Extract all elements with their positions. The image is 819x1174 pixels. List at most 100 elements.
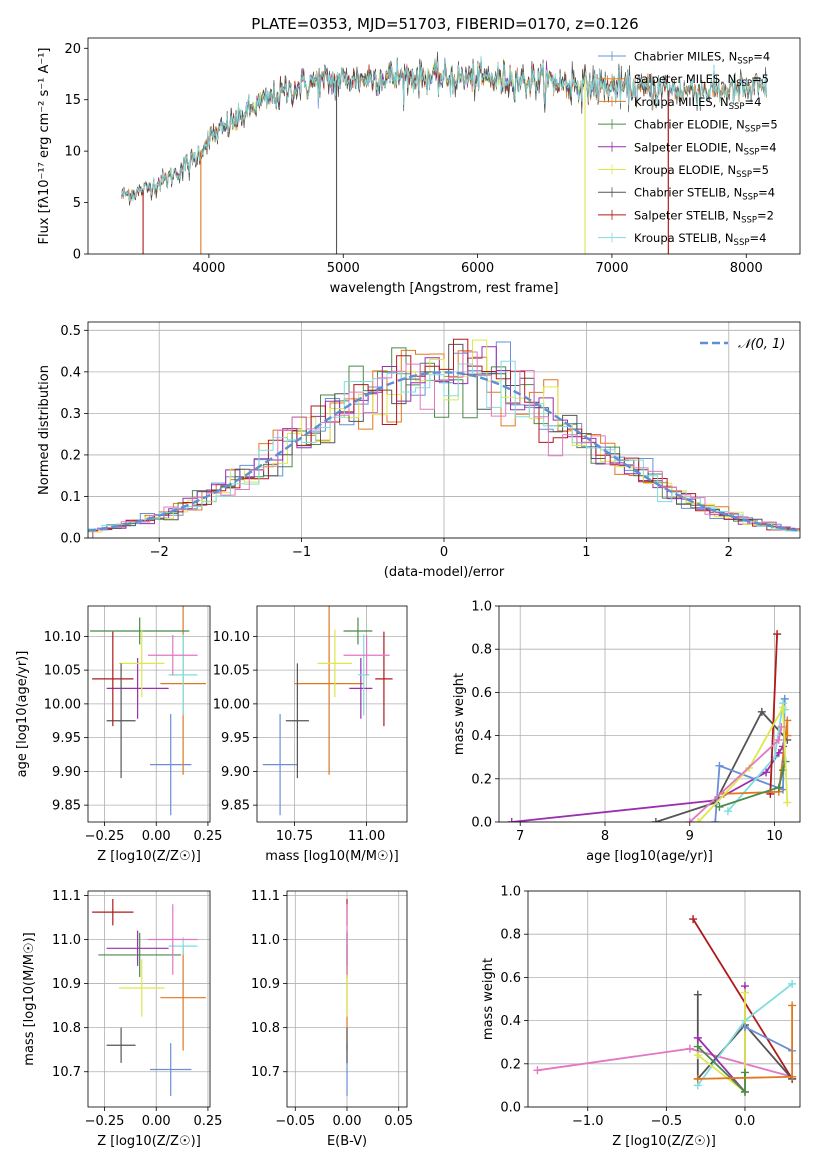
x-tick-label: 7000 <box>595 261 628 276</box>
age-vs-mass-axes: 10.75 11.00 9.85 9.90 9.95 10.00 10.05 10.10 mas… <box>213 605 408 864</box>
x-tick-label: 2 <box>725 545 733 560</box>
y-tick-label: 10.00 <box>213 697 250 712</box>
y-tick-label: 9.85 <box>52 799 81 814</box>
weight-point-marker <box>689 915 698 924</box>
y-tick-label: 11.1 <box>251 889 280 904</box>
y-tick-label: 0.6 <box>500 971 521 986</box>
y-axis-label: Normed distribution <box>37 365 52 495</box>
y-tick-label: 10.05 <box>213 664 250 679</box>
weight-series-line <box>511 745 784 822</box>
errorbar-point <box>150 1043 192 1096</box>
weight-point-marker <box>507 818 516 822</box>
legend-entry-label: Kroupa MILES, NSSP=4 <box>634 95 761 112</box>
errorbar-point <box>92 898 134 926</box>
y-tick-label: 0.8 <box>500 928 521 943</box>
y-tick-label: 0.0 <box>60 532 81 547</box>
legend-nssp-value: =4 <box>744 95 761 109</box>
legend-nssp-subscript: SSP <box>729 102 745 112</box>
legend-model-name: Salpeter ELODIE <box>634 140 728 154</box>
x-tick-label: 0.00 <box>142 1114 171 1129</box>
weight-point-marker <box>777 722 786 731</box>
x-tick-label: 1 <box>582 545 590 560</box>
legend-nssp-subscript: SSP <box>737 57 753 67</box>
weight-vs-Z-frame <box>527 890 801 1108</box>
weight-series-line <box>692 918 793 1080</box>
y-tick-label: 10.8 <box>52 1021 81 1036</box>
weight-point-marker <box>693 1074 702 1083</box>
weight-point-marker <box>685 818 694 822</box>
errorbar-point <box>150 714 192 816</box>
y-tick-label: 0.8 <box>471 643 492 658</box>
errorbar-point <box>168 937 198 955</box>
weight-series-line <box>537 1047 793 1078</box>
y-tick-label: 20 <box>64 42 81 57</box>
x-tick-label: 8000 <box>730 261 763 276</box>
y-axis-label: mass weight <box>452 673 467 755</box>
y-tick-label: 0.2 <box>60 448 81 463</box>
errorbar-point <box>119 629 165 698</box>
y-axis-label: age [log10(age/yr)] <box>15 651 30 778</box>
weight-point-marker <box>779 703 788 712</box>
x-tick-label: 10.75 <box>276 829 313 844</box>
legend-model-name: Kroupa ELODIE <box>634 163 720 177</box>
y-tick-label: 0.5 <box>60 324 81 339</box>
weight-point-marker <box>773 630 782 639</box>
errorbar-point <box>168 634 198 716</box>
y-tick-label: 9.90 <box>221 765 250 780</box>
y-tick-label: 0.4 <box>500 1014 521 1029</box>
legend-nssp-prefix: , N <box>721 50 737 64</box>
errorbar-point <box>90 617 190 645</box>
weight-vs-Z-axes: −1.0 −0.5 0.0 0.0 0.2 0.4 0.6 0.8 1.0 Z [log10(Z/… <box>481 885 801 1149</box>
normal-curve <box>88 371 798 532</box>
weight-point-marker <box>740 1023 749 1032</box>
y-tick-label: 9.85 <box>221 799 250 814</box>
y-tick-label: 0.3 <box>60 407 81 422</box>
legend-entry-label: Chabrier ELODIE, NSSP=5 <box>634 118 778 135</box>
x-tick-label: 9 <box>686 829 694 844</box>
weight-point-marker <box>715 802 724 811</box>
legend-nssp-prefix: , N <box>726 186 742 200</box>
spectrum-axes: 4000 5000 6000 7000 8000 0 5 10 15 20 wavelength [… <box>37 37 801 296</box>
weight-series-line <box>689 726 783 822</box>
x-axis-label: Z [log10(Z/Z☉)] <box>97 1134 201 1149</box>
legend-nssp-prefix: , N <box>729 118 745 132</box>
age-vs-Z-plot-area <box>90 606 206 816</box>
weight-point-marker <box>774 735 783 744</box>
weight-series-line <box>719 761 787 808</box>
y-tick-label: 10.9 <box>251 977 280 992</box>
weight-series-line <box>769 634 778 794</box>
legend-nssp-subscript: SSP <box>745 125 761 135</box>
x-tick-label: 0.05 <box>384 1114 413 1129</box>
weight-vs-age-axes: 7 8 9 10 0.0 0.2 0.4 0.6 0.8 1.0 age [log10(age/yr… <box>452 600 801 864</box>
legend-nssp-subscript: SSP <box>742 193 758 203</box>
figure-title: PLATE=0353, MJD=51703, FIBERID=0170, z=0… <box>251 15 638 33</box>
weight-point-marker <box>783 798 792 807</box>
weight-point-marker <box>783 716 792 725</box>
y-tick-label: 5 <box>73 196 81 211</box>
weight-point-marker <box>693 1051 702 1060</box>
errorbar-point <box>262 714 298 816</box>
errorbar-point <box>317 629 353 698</box>
x-axis-label: wavelength [Angstrom, rest frame] <box>330 281 559 296</box>
y-tick-label: 0.1 <box>60 490 81 505</box>
x-tick-label: 0.25 <box>193 829 222 844</box>
legend-model-name: Chabrier MILES <box>634 50 721 64</box>
legend-nssp-prefix: , N <box>720 163 736 177</box>
y-tick-label: 9.90 <box>52 765 81 780</box>
legend-nssp-value: =4 <box>758 186 775 200</box>
histogram-series-step <box>92 351 800 538</box>
y-tick-label: 10.00 <box>44 697 81 712</box>
legend-nssp-prefix: , N <box>720 72 736 86</box>
errorbar-point <box>343 617 373 645</box>
x-tick-label: 8 <box>601 829 609 844</box>
x-axis-label: mass [log10(M/M☉)] <box>265 849 398 864</box>
weight-point-marker <box>779 785 788 794</box>
legend-entry-label: Salpeter MILES, NSSP=5 <box>634 72 769 89</box>
x-axis-label: age [log10(age/yr)] <box>586 849 713 864</box>
errorbar-point <box>294 606 364 775</box>
legend-nssp-prefix: , N <box>718 231 734 245</box>
errorbar-point <box>349 657 373 719</box>
y-tick-label: 10.7 <box>251 1065 280 1080</box>
weight-series-line <box>655 710 788 822</box>
errorbar-point <box>160 944 206 1051</box>
